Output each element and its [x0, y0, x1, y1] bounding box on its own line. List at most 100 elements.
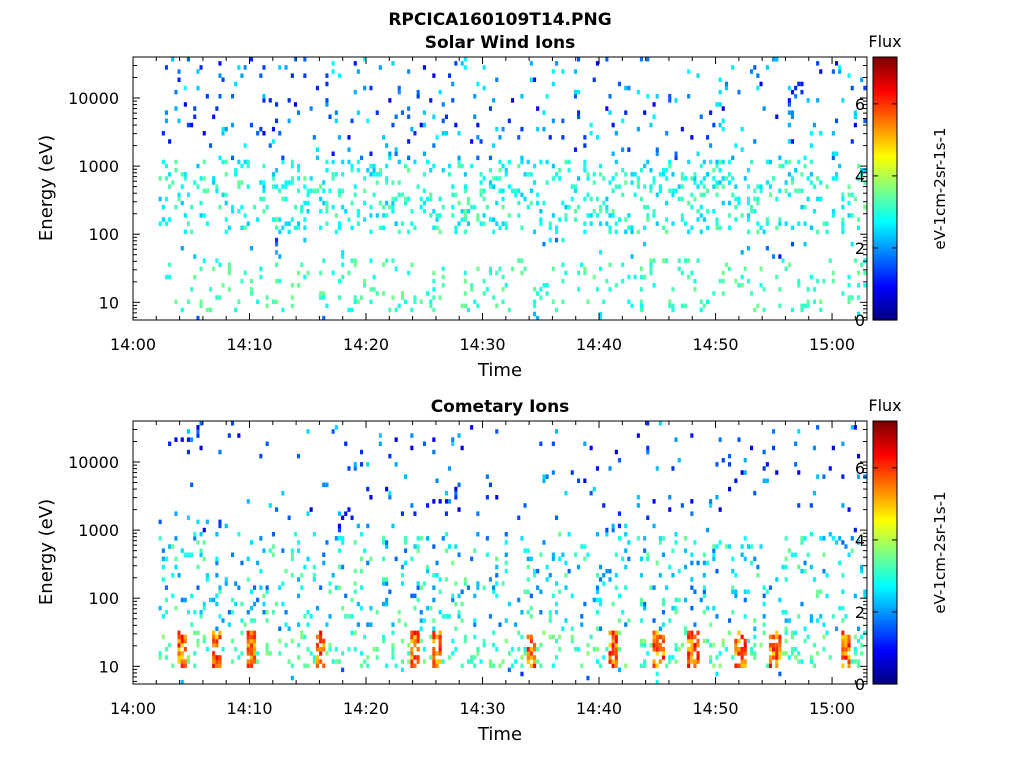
heatmap-cell: [639, 168, 643, 173]
heatmap-cell: [721, 184, 725, 189]
heatmap-cell: [589, 221, 593, 226]
heatmap-cell: [608, 110, 612, 115]
heatmap-cell: [614, 659, 618, 664]
heatmap-cell: [259, 274, 263, 280]
heatmap-cell: [728, 486, 732, 492]
heatmap-cell: [281, 601, 285, 607]
colorbar-swatch: [873, 94, 897, 98]
heatmap-cell: [536, 106, 540, 111]
colorbar-swatch: [873, 280, 897, 284]
heatmap-cell: [391, 122, 395, 128]
heatmap-cell: [775, 577, 779, 582]
heatmap-cell: [290, 663, 294, 669]
heatmap-cell: [422, 209, 426, 214]
heatmap-cell: [378, 200, 382, 206]
heatmap-cell: [177, 651, 181, 656]
heatmap-cell: [863, 593, 867, 599]
heatmap-cell: [564, 585, 568, 590]
heatmap-cell: [416, 655, 420, 660]
heatmap-cell: [709, 642, 713, 648]
heatmap-cell: [218, 262, 222, 268]
heatmap-cell: [394, 196, 398, 202]
heatmap-cell: [617, 217, 621, 222]
heatmap-cell: [759, 266, 763, 272]
y-tick-label: 10000: [68, 453, 119, 472]
heatmap-cell: [800, 188, 804, 194]
heatmap-cell: [853, 196, 857, 202]
heatmap-cell: [608, 225, 612, 231]
heatmap-cell: [564, 560, 568, 566]
heatmap-cell: [718, 168, 722, 173]
colorbar-swatch: [873, 122, 897, 126]
heatmap-cell: [614, 229, 618, 235]
heatmap-cell: [234, 601, 238, 607]
heatmap-cell: [693, 278, 697, 284]
colorbar-swatch: [873, 155, 897, 159]
heatmap-cell: [221, 159, 225, 165]
heatmap-cell: [790, 241, 794, 247]
heatmap-cell: [857, 270, 861, 276]
heatmap-cell: [715, 671, 719, 677]
heatmap-cell: [570, 470, 574, 475]
heatmap-cell: [253, 618, 257, 623]
heatmap-cell: [819, 131, 823, 136]
heatmap-cell: [337, 192, 341, 198]
colorbar-swatch: [873, 236, 897, 240]
heatmap-cell: [561, 299, 565, 305]
heatmap-cell: [369, 172, 373, 177]
heatmap-cell: [196, 315, 200, 321]
heatmap-cell: [605, 106, 609, 111]
heatmap-cell: [297, 188, 301, 194]
heatmap-cell: [227, 610, 231, 615]
heatmap-cell: [627, 85, 631, 91]
heatmap-cell: [838, 536, 842, 541]
heatmap-cell: [539, 209, 543, 214]
heatmap-cell: [306, 663, 310, 669]
heatmap-cell: [290, 176, 294, 181]
heatmap-cell: [617, 630, 621, 636]
heatmap-cell: [608, 568, 612, 574]
heatmap-cell: [196, 163, 200, 169]
heatmap-cell: [315, 85, 319, 91]
heatmap-cell: [520, 126, 524, 132]
heatmap-cell: [492, 663, 496, 669]
heatmap-cell: [772, 57, 776, 62]
colorbar-swatch: [873, 238, 897, 242]
heatmap-cell: [410, 262, 414, 268]
heatmap-cell: [583, 221, 587, 226]
heatmap-cell: [498, 266, 502, 272]
heatmap-cell: [765, 589, 769, 595]
heatmap-cell: [696, 560, 700, 566]
heatmap-cell: [803, 303, 807, 309]
heatmap-cell: [212, 651, 216, 656]
heatmap-cell: [611, 651, 615, 656]
colorbar-swatch: [873, 87, 897, 91]
heatmap-cell: [655, 647, 659, 652]
heatmap-cell: [171, 57, 175, 62]
colorbar-swatch: [873, 265, 897, 268]
colorbar-swatch: [873, 646, 897, 650]
heatmap-cell: [388, 151, 392, 157]
heatmap-cell: [699, 597, 703, 603]
colorbar-swatch: [873, 456, 897, 459]
heatmap-cell: [772, 647, 776, 652]
heatmap-cell: [812, 184, 816, 189]
heatmap-cell: [504, 638, 508, 644]
heatmap-cell: [526, 655, 530, 660]
heatmap-cell: [803, 568, 807, 574]
heatmap-cell: [548, 221, 552, 226]
heatmap-cell: [262, 601, 266, 607]
heatmap-cell: [429, 605, 433, 611]
heatmap-cell: [768, 159, 772, 165]
heatmap-cell: [605, 196, 609, 202]
heatmap-cell: [595, 647, 599, 652]
heatmap-cell: [253, 642, 257, 648]
heatmap-cell: [231, 421, 235, 426]
heatmap-cell: [347, 159, 351, 165]
heatmap-cell: [746, 229, 750, 235]
heatmap-cell: [592, 486, 596, 492]
heatmap-cell: [561, 552, 565, 558]
heatmap-cell: [831, 536, 835, 541]
heatmap-cell: [753, 188, 757, 194]
heatmap-cell: [227, 262, 231, 268]
